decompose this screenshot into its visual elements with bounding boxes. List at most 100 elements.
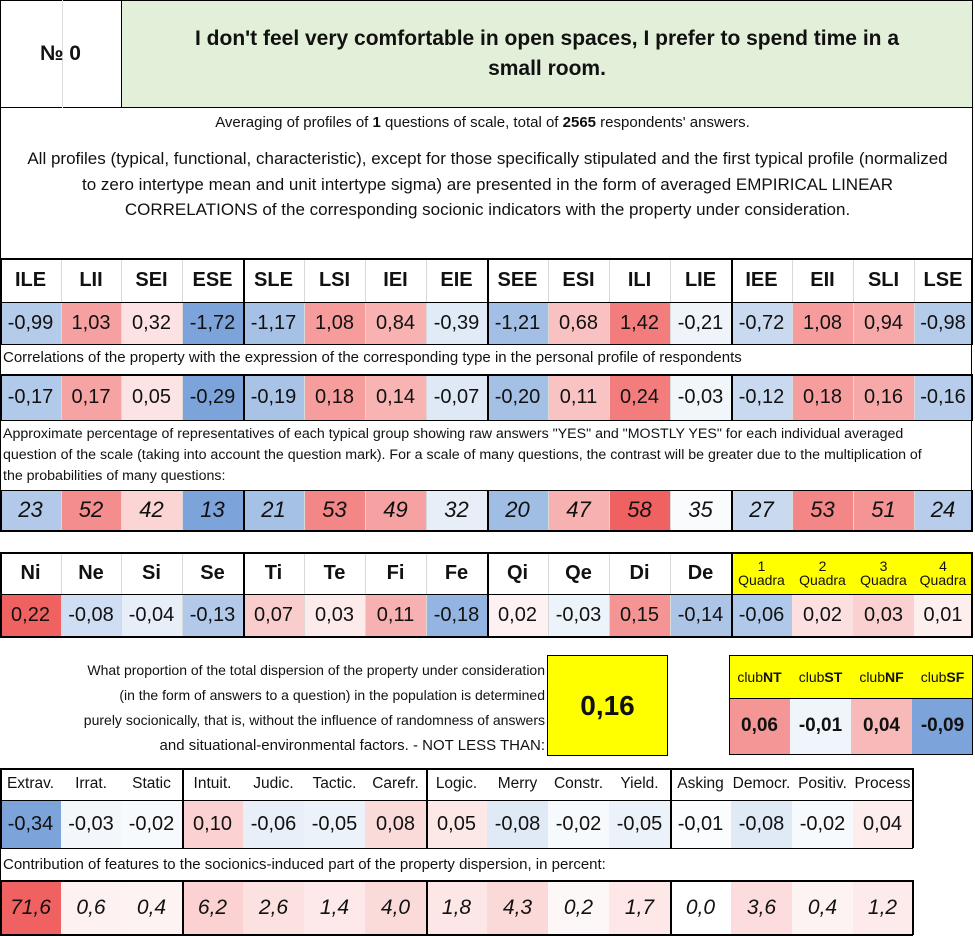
question-title: I don't feel very comfortable in open sp… — [122, 1, 972, 107]
trait-value: -0,02 — [548, 800, 609, 848]
grid-line — [0, 768, 2, 848]
type-header-esi: ESI — [562, 268, 595, 291]
type-profile-value: -1,21 — [487, 302, 548, 344]
cell-separator — [914, 258, 915, 344]
type-percentage-value: 53 — [792, 490, 853, 530]
quadra-label: Quadra — [799, 572, 846, 588]
type-percentage-value: 47 — [548, 490, 609, 530]
trait-header-democr: Democr. — [732, 775, 791, 792]
types-table: ILE -0,99 -0,17 23 LII 1,03 0,17 52 SEI 0,32 0,05 4… — [0, 258, 975, 554]
traits-table: Extrav. -0,34 71,6 Irrat. -0,03 0,6 Static -0,0… — [0, 768, 975, 936]
type-profile-value: -0,21 — [670, 302, 731, 344]
type-header-ili: ILI — [627, 268, 652, 291]
grid-line — [0, 374, 973, 376]
percentage-caption: Approximate percentage of representative… — [3, 426, 922, 484]
club-prefix: club — [859, 668, 885, 685]
cell-separator — [121, 258, 122, 344]
trait-header-extrav: Extrav. — [6, 775, 55, 792]
type-percentage-value: 32 — [426, 490, 487, 530]
cell-separator — [914, 490, 915, 530]
function-value: -0,14 — [670, 594, 731, 636]
trait-header-process: Process — [854, 775, 911, 792]
function-value: -0,13 — [182, 594, 243, 636]
club-code: NT — [763, 668, 782, 685]
grid-line — [0, 800, 913, 801]
trait-value: -0,03 — [61, 800, 121, 848]
cell-separator — [304, 258, 305, 344]
group-divider — [0, 490, 2, 530]
type-profile-value: 0,68 — [548, 302, 609, 344]
club-code: ST — [824, 668, 843, 685]
trait-header-carefr: Carefr. — [372, 775, 419, 792]
trait-value: -0,02 — [121, 800, 182, 848]
type-correlation-value: 0,18 — [304, 374, 365, 420]
cell-separator — [792, 490, 793, 530]
cell-separator — [853, 258, 854, 344]
trait-value: -0,05 — [304, 800, 365, 848]
trait-contribution: 0,4 — [121, 880, 182, 935]
type-correlation-value: -0,19 — [243, 374, 304, 420]
cell-separator — [61, 374, 62, 420]
trait-contribution: 0,0 — [670, 880, 731, 935]
quadra-number: 1 — [757, 558, 766, 574]
grid-line — [0, 302, 973, 303]
title-block — [0, 0, 973, 108]
club-prefix: club — [920, 668, 947, 685]
type-correlation-value: -0,12 — [731, 374, 792, 420]
type-header-lsi: LSI — [318, 268, 351, 291]
cell-separator — [426, 258, 427, 344]
type-header-see: SEE — [497, 268, 538, 291]
group-divider — [487, 374, 489, 420]
club-prefix: club — [737, 668, 763, 685]
type-header-eie: EIE — [440, 268, 473, 291]
grid-line — [426, 880, 428, 935]
function-value: 0,15 — [609, 594, 670, 636]
grid-line — [912, 880, 914, 935]
function-value: -0,08 — [61, 594, 121, 636]
type-percentage-value: 51 — [853, 490, 914, 530]
trait-header-intuit: Intuit. — [193, 775, 232, 792]
club-prefix: club — [798, 668, 825, 685]
grid-line — [729, 655, 973, 656]
trait-contribution: 4,3 — [487, 880, 548, 935]
function-header-ni: Ni — [20, 561, 41, 584]
grid-line — [972, 655, 973, 754]
correlation-caption: Correlations of the property with the ex… — [3, 349, 742, 366]
group-divider — [487, 552, 489, 636]
grid-line — [971, 552, 973, 636]
quadra-header-4: 4 Quadra — [914, 552, 972, 594]
trait-value: -0,02 — [792, 800, 853, 848]
grid-line — [670, 768, 672, 848]
trait-contribution: 0,6 — [61, 880, 121, 935]
type-profile-value: 1,42 — [609, 302, 670, 344]
type-percentage-value: 42 — [121, 490, 182, 530]
grid-line — [426, 768, 428, 848]
trait-contribution: 1,7 — [609, 880, 670, 935]
trait-header-asking: Asking — [677, 775, 724, 792]
trait-contribution: 2,6 — [243, 880, 304, 935]
trait-header-static: Static — [132, 775, 171, 792]
type-profile-value: -1,72 — [182, 302, 243, 344]
clubs-table: club NT 0,06 club ST -0,01 club NF 0,04 club SF -0,… — [729, 655, 973, 756]
cell-separator — [670, 490, 671, 530]
quadra-label: Quadra — [860, 572, 907, 588]
type-header-sli: SLI — [867, 268, 900, 291]
type-profile-value: 1,08 — [304, 302, 365, 344]
cell-separator — [121, 374, 122, 420]
group-divider — [731, 374, 733, 420]
trait-value: -0,05 — [609, 800, 670, 848]
grid-line — [971, 344, 972, 374]
group-divider — [731, 490, 733, 530]
type-profile-value: 0,94 — [853, 302, 914, 344]
type-profile-value: 0,84 — [365, 302, 426, 344]
type-correlation-value: 0,16 — [853, 374, 914, 420]
cell-separator — [304, 490, 305, 530]
club-value: 0,06 — [729, 698, 790, 754]
grid-line — [729, 754, 973, 755]
function-header-fe: Fe — [444, 561, 469, 584]
function-header-qi: Qi — [506, 561, 529, 584]
number-cell-divider — [62, 0, 63, 108]
trait-header-logic: Logic. — [435, 775, 478, 792]
trait-contribution: 0,2 — [548, 880, 609, 935]
cell-separator — [182, 374, 183, 420]
